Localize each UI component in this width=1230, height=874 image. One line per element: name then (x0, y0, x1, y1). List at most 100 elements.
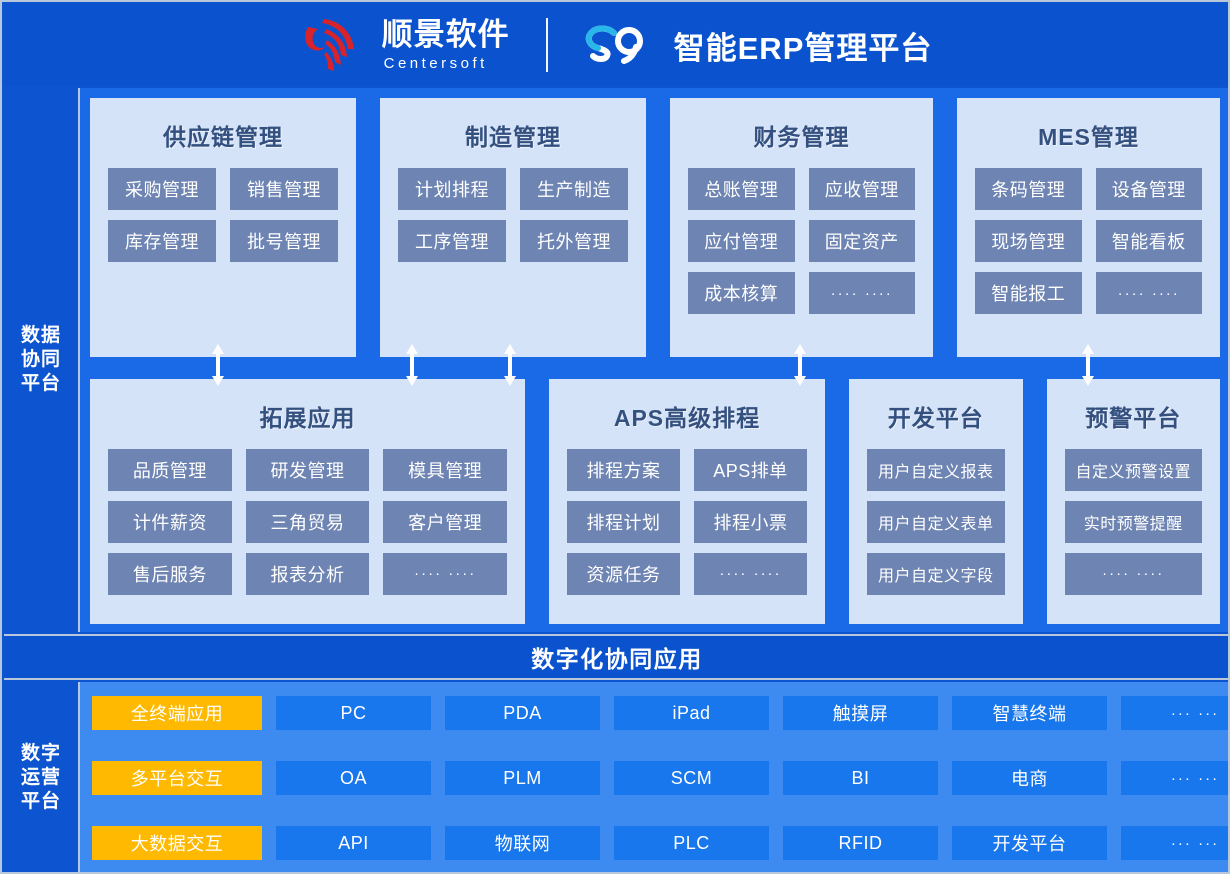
terminal-tile[interactable]: PDA (445, 696, 600, 730)
terminal-tile[interactable]: PLC (614, 826, 769, 860)
module-tile[interactable]: 客户管理 (383, 500, 507, 543)
sidebar-label-data-platform: 数据 协同 平台 (4, 88, 80, 632)
terminal-tile-category[interactable]: 全终端应用 (92, 696, 262, 730)
card-alert-platform[interactable]: 预警平台 自定义预警设置 实时预警提醒 ···· ···· (1046, 378, 1220, 624)
terminal-tile[interactable]: PC (276, 696, 431, 730)
sidebar-label-digital-operations: 数字 运营 平台 (4, 682, 80, 872)
card-finance[interactable]: 财务管理 总账管理 应收管理 应付管理 固定资产 成本核算 ···· ···· (670, 98, 933, 357)
terminal-tile-category[interactable]: 多平台交互 (92, 761, 262, 795)
module-tile[interactable]: 固定资产 (808, 220, 915, 262)
module-tile[interactable]: 智能报工 (975, 272, 1082, 314)
module-tile[interactable]: 排程计划 (567, 500, 680, 543)
module-tile[interactable]: 报表分析 (245, 552, 370, 595)
module-tile[interactable]: 模具管理 (383, 448, 507, 491)
terminal-tile[interactable]: OA (276, 761, 431, 795)
digital-collaboration-band: 数字化协同应用 (4, 634, 1228, 680)
module-tile[interactable]: 用户自定义表单 (867, 500, 1005, 543)
module-tile-more[interactable]: ···· ···· (1095, 272, 1202, 314)
terminal-tile[interactable]: 电商 (952, 761, 1107, 795)
module-tile[interactable]: 成本核算 (688, 272, 795, 314)
card-title: APS高级排程 (613, 404, 761, 431)
module-tile[interactable]: 工序管理 (398, 220, 506, 262)
module-tile[interactable]: 总账管理 (688, 168, 795, 210)
terminal-tile[interactable]: 物联网 (445, 826, 600, 860)
module-tile[interactable]: 销售管理 (230, 168, 338, 210)
card-tiles: 用户自定义报表 用户自定义表单 用户自定义字段 (867, 448, 1005, 610)
module-tile[interactable]: 批号管理 (230, 220, 338, 262)
sidebar-label-line: 协同 (20, 348, 61, 370)
module-tile[interactable]: 条码管理 (975, 168, 1082, 210)
card-supply-chain[interactable]: 供应链管理 采购管理 销售管理 库存管理 批号管理 (90, 98, 356, 357)
module-tile-more[interactable]: ···· ···· (383, 552, 507, 595)
module-tile-more[interactable]: ···· ···· (808, 272, 915, 314)
module-tile[interactable]: 研发管理 (245, 448, 370, 491)
brand-block: 顺景软件 Centersoft 智能ERP管理平台 (302, 17, 933, 73)
module-tile[interactable]: 应付管理 (688, 220, 795, 262)
module-tile[interactable]: 智能看板 (1095, 220, 1202, 262)
module-tile[interactable]: 库存管理 (108, 220, 216, 262)
card-manufacturing[interactable]: 制造管理 计划排程 生产制造 工序管理 托外管理 (380, 98, 646, 357)
terminal-tile[interactable]: API (276, 826, 431, 860)
card-title: MES管理 (1038, 124, 1139, 150)
card-title: 开发平台 (887, 404, 984, 431)
terminal-tile[interactable]: BI (783, 761, 938, 795)
terminal-row: 全终端应用 PC PDA iPad 触摸屏 智慧终端 ··· ··· (92, 696, 1228, 730)
module-tile[interactable]: 三角贸易 (245, 500, 370, 543)
terminal-tile-more[interactable]: ··· ··· (1121, 826, 1228, 860)
module-tile[interactable]: 生产制造 (520, 168, 628, 210)
terminal-tile[interactable]: SCM (614, 761, 769, 795)
terminal-grid: 全终端应用 PC PDA iPad 触摸屏 智慧终端 ··· ··· 多平台交互… (80, 682, 1228, 872)
terminal-tile[interactable]: RFID (783, 826, 938, 860)
card-tiles: 条码管理 设备管理 现场管理 智能看板 智能报工 ···· ···· (975, 168, 1202, 343)
module-tile-more[interactable]: ···· ···· (694, 552, 807, 595)
module-tile[interactable]: 实时预警提醒 (1064, 500, 1202, 543)
module-tile[interactable]: APS排单 (694, 448, 807, 491)
digital-operations-section: 数字 运营 平台 全终端应用 PC PDA iPad 触摸屏 智慧终端 ··· … (4, 682, 1228, 872)
module-tile[interactable]: 资源任务 (567, 552, 680, 595)
module-tile[interactable]: 现场管理 (975, 220, 1082, 262)
terminal-tile[interactable]: 智慧终端 (952, 696, 1107, 730)
module-tile[interactable]: 采购管理 (108, 168, 216, 210)
module-tile[interactable]: 自定义预警设置 (1064, 448, 1202, 491)
brand-names: 顺景软件 Centersoft (382, 19, 510, 71)
data-collaboration-section: 数据 协同 平台 供应链管理 采购管理 销售管理 库存管理 批号管理 制造管理 (4, 88, 1228, 632)
red-swoosh-logo-icon (304, 19, 354, 71)
terminal-tile[interactable]: 开发平台 (952, 826, 1107, 860)
sidebar-label-line: 运营 (20, 766, 61, 788)
module-tile[interactable]: 排程方案 (567, 448, 680, 491)
card-mes[interactable]: MES管理 条码管理 设备管理 现场管理 智能看板 智能报工 ···· ···· (957, 98, 1220, 357)
module-tile[interactable]: 计件薪资 (108, 500, 232, 543)
module-tile[interactable]: 应收管理 (808, 168, 915, 210)
card-tiles: 品质管理 研发管理 模具管理 计件薪资 三角贸易 客户管理 售后服务 报表分析 … (108, 448, 507, 610)
terminal-tile[interactable]: PLM (445, 761, 600, 795)
terminal-tile[interactable]: 触摸屏 (783, 696, 938, 730)
card-title: 拓展应用 (259, 404, 356, 431)
sidebar-label-line: 平台 (20, 791, 61, 813)
module-tile[interactable]: 用户自定义报表 (867, 448, 1005, 491)
terminal-tile[interactable]: iPad (614, 696, 769, 730)
terminal-tile-more[interactable]: ··· ··· (1121, 761, 1228, 795)
module-tile[interactable]: 设备管理 (1095, 168, 1202, 210)
header-divider (545, 18, 548, 72)
terminal-tile-category[interactable]: 大数据交互 (92, 826, 262, 860)
card-dev-platform[interactable]: 开发平台 用户自定义报表 用户自定义表单 用户自定义字段 (849, 378, 1023, 624)
module-tile[interactable]: 计划排程 (398, 168, 506, 210)
module-tile[interactable]: 售后服务 (108, 552, 232, 595)
sidebar-label-line: 平台 (20, 373, 61, 395)
card-tiles: 总账管理 应收管理 应付管理 固定资产 成本核算 ···· ···· (688, 168, 915, 343)
card-aps-scheduling[interactable]: APS高级排程 排程方案 APS排单 排程计划 排程小票 资源任务 ···· ·… (549, 378, 825, 624)
module-tile-more[interactable]: ···· ···· (1064, 552, 1202, 595)
module-tile[interactable]: 品质管理 (108, 448, 232, 491)
terminal-row: 多平台交互 OA PLM SCM BI 电商 ··· ··· (92, 761, 1228, 795)
platform-title: 智能ERP管理平台 (673, 30, 933, 66)
card-tiles: 排程方案 APS排单 排程计划 排程小票 资源任务 ···· ···· (567, 448, 807, 610)
brand-name-en: Centersoft (383, 55, 488, 72)
card-extended-apps[interactable]: 拓展应用 品质管理 研发管理 模具管理 计件薪资 三角贸易 客户管理 售后服务 … (90, 378, 525, 624)
card-tiles: 采购管理 销售管理 库存管理 批号管理 (108, 168, 338, 343)
terminal-tile-more[interactable]: ··· ··· (1121, 696, 1228, 730)
module-tile[interactable]: 托外管理 (520, 220, 628, 262)
module-tile[interactable]: 用户自定义字段 (867, 552, 1005, 595)
card-title: 制造管理 (465, 124, 561, 150)
module-tile[interactable]: 排程小票 (694, 500, 807, 543)
card-title: 预警平台 (1085, 404, 1182, 431)
